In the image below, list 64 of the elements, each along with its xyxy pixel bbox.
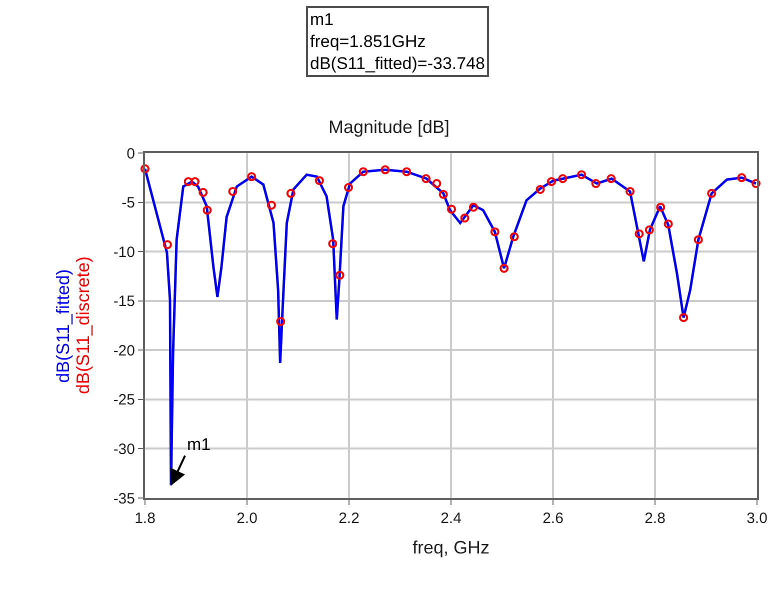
y-tick-label: -35 xyxy=(113,490,135,508)
point xyxy=(500,264,509,273)
point xyxy=(707,188,716,198)
point xyxy=(679,313,688,322)
y-tick-label: -15 xyxy=(113,293,135,310)
point xyxy=(546,177,556,186)
point xyxy=(694,235,703,244)
point xyxy=(422,174,431,184)
annotation: m1 xyxy=(187,435,211,454)
point xyxy=(266,200,276,210)
x-axis-title: freq, GHz xyxy=(412,538,490,558)
point xyxy=(380,165,390,174)
point xyxy=(634,229,644,238)
point xyxy=(432,179,442,188)
point xyxy=(626,186,635,196)
point xyxy=(358,167,368,176)
point xyxy=(737,173,746,182)
point xyxy=(140,164,150,174)
point xyxy=(606,174,616,184)
point xyxy=(577,170,586,180)
point xyxy=(190,177,200,186)
point xyxy=(558,174,568,184)
point xyxy=(490,227,500,236)
point xyxy=(591,179,600,188)
x-tick-label: 2.8 xyxy=(644,510,666,527)
point xyxy=(198,188,208,197)
point xyxy=(276,317,286,326)
chart-title: Magnitude [dB] xyxy=(328,116,450,137)
point xyxy=(656,202,666,212)
point xyxy=(162,240,172,250)
x-tick-label: 2.4 xyxy=(440,510,462,527)
text: m1 freq=1.851GHz dB(S11_fitted)=-33.748 xyxy=(310,10,485,74)
x-tick-label: 2.6 xyxy=(542,510,564,527)
point xyxy=(644,225,654,234)
point xyxy=(286,188,296,198)
point xyxy=(247,172,256,182)
text: dB(S11_fitted) xyxy=(52,269,73,383)
point xyxy=(228,186,238,196)
point xyxy=(402,167,412,176)
point xyxy=(468,202,478,212)
y-tick-label: -10 xyxy=(113,244,135,261)
x-tick-label: 2.0 xyxy=(236,510,258,527)
x-tick-label: 3.0 xyxy=(746,510,768,527)
point xyxy=(664,219,673,228)
x-tick-label: 2.2 xyxy=(338,510,360,527)
y-tick-label: -25 xyxy=(113,392,135,409)
point xyxy=(460,214,470,223)
point xyxy=(202,206,212,215)
point xyxy=(536,184,545,194)
y-tick-label: -20 xyxy=(113,342,135,360)
point xyxy=(314,176,324,186)
point xyxy=(438,190,448,199)
point xyxy=(447,204,456,214)
y-tick-label: -30 xyxy=(113,440,135,458)
point xyxy=(510,232,519,242)
text: dB(S11_discrete) xyxy=(73,256,94,394)
point xyxy=(344,183,353,192)
point xyxy=(328,239,338,248)
y-tick-label: 0 xyxy=(126,145,135,162)
point xyxy=(751,179,760,188)
point xyxy=(184,177,193,186)
y-tick-label: -5 xyxy=(122,194,135,212)
x-tick-label: 1.8 xyxy=(134,510,156,527)
point xyxy=(335,270,344,280)
